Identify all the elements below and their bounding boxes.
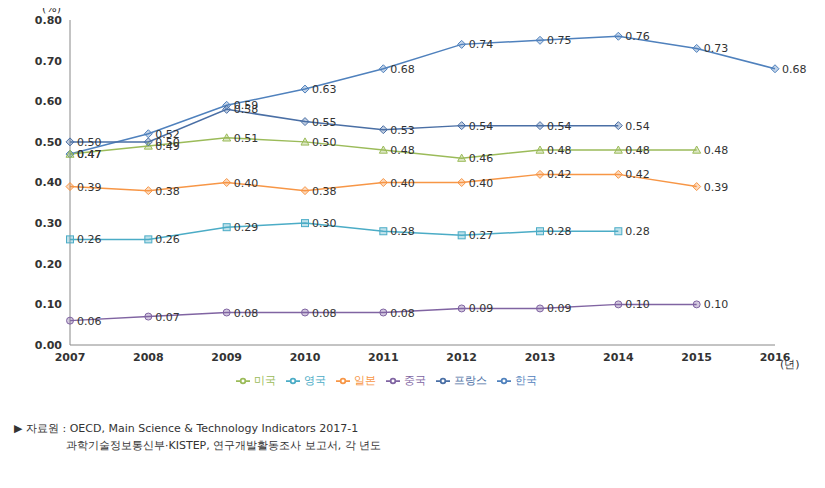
svg-text:0.51: 0.51 bbox=[234, 132, 259, 145]
svg-text:2011: 2011 bbox=[368, 351, 399, 364]
svg-text:0.30: 0.30 bbox=[312, 217, 337, 230]
svg-text:2010: 2010 bbox=[290, 351, 321, 364]
html-text:미국: 미국 bbox=[254, 374, 276, 387]
svg-text:0.39: 0.39 bbox=[77, 181, 102, 194]
svg-text:0.70: 0.70 bbox=[35, 55, 62, 68]
svg-text:0.30: 0.30 bbox=[35, 217, 62, 230]
svg-text:0.10: 0.10 bbox=[625, 298, 650, 311]
svg-text:0.38: 0.38 bbox=[155, 185, 180, 198]
svg-text:0.53: 0.53 bbox=[390, 124, 415, 137]
svg-text:0.20: 0.20 bbox=[35, 258, 62, 271]
svg-text:0.47: 0.47 bbox=[77, 148, 102, 161]
svg-text:0.09: 0.09 bbox=[547, 302, 572, 315]
svg-text:0.47: 0.47 bbox=[77, 148, 102, 161]
svg-text:0.50: 0.50 bbox=[77, 136, 102, 149]
svg-text:2015: 2015 bbox=[681, 351, 712, 364]
svg-text:0.52: 0.52 bbox=[155, 127, 180, 141]
html-text:▶ 자료원 : OECD, Main Science & T: ▶ 자료원 : OECD, Main Science & Technology … bbox=[14, 422, 359, 435]
svg-text:0.48: 0.48 bbox=[625, 144, 650, 157]
svg-text:0.48: 0.48 bbox=[547, 144, 572, 157]
svg-text:0.40: 0.40 bbox=[35, 176, 62, 189]
svg-text:0.08: 0.08 bbox=[234, 307, 259, 320]
html-text:일본: 일본 bbox=[354, 374, 376, 387]
svg-text:0.54: 0.54 bbox=[469, 120, 494, 133]
svg-text:0.29: 0.29 bbox=[234, 221, 259, 234]
svg-text:0.26: 0.26 bbox=[77, 233, 102, 246]
svg-text:0.40: 0.40 bbox=[469, 177, 494, 190]
svg-text:2014: 2014 bbox=[603, 351, 634, 364]
svg-text:0.28: 0.28 bbox=[625, 225, 650, 238]
svg-text:0.28: 0.28 bbox=[547, 225, 572, 238]
html-text:(년): (년) bbox=[780, 358, 800, 371]
svg-text:2012: 2012 bbox=[446, 351, 477, 364]
svg-text:0.54: 0.54 bbox=[625, 120, 650, 133]
svg-text:0.40: 0.40 bbox=[390, 177, 415, 190]
svg-text:2016: 2016 bbox=[759, 350, 791, 364]
svg-text:0.42: 0.42 bbox=[625, 168, 650, 181]
svg-text:0.10: 0.10 bbox=[704, 298, 729, 311]
svg-text:0.38: 0.38 bbox=[312, 185, 337, 198]
svg-text:0.39: 0.39 bbox=[704, 181, 729, 194]
svg-text:0.75: 0.75 bbox=[547, 34, 572, 47]
svg-text:0.58: 0.58 bbox=[234, 103, 259, 116]
html-text:한국: 한국 bbox=[515, 374, 537, 387]
svg-text:0.50: 0.50 bbox=[35, 136, 62, 149]
svg-text:0.68: 0.68 bbox=[782, 63, 807, 76]
svg-text:2007: 2007 bbox=[55, 351, 86, 364]
svg-text:0.40: 0.40 bbox=[234, 177, 259, 190]
html-text:중국: 중국 bbox=[404, 374, 426, 387]
svg-text:0.00: 0.00 bbox=[35, 339, 62, 352]
svg-text:0.50: 0.50 bbox=[155, 136, 180, 149]
svg-text:2013: 2013 bbox=[525, 351, 556, 364]
html-text:영국: 영국 bbox=[304, 374, 326, 387]
svg-text:0.48: 0.48 bbox=[390, 144, 415, 157]
svg-text:0.68: 0.68 bbox=[390, 63, 415, 76]
svg-text:0.28: 0.28 bbox=[390, 225, 415, 238]
html-text:프랑스: 프랑스 bbox=[454, 374, 487, 387]
svg-text:2008: 2008 bbox=[133, 351, 164, 364]
svg-text:0.27: 0.27 bbox=[469, 229, 494, 242]
svg-text:0.76: 0.76 bbox=[625, 30, 650, 43]
svg-text:0.10: 0.10 bbox=[35, 298, 62, 311]
svg-text:0.80: 0.80 bbox=[35, 14, 62, 27]
svg-text:0.06: 0.06 bbox=[77, 315, 102, 328]
svg-text:0.63: 0.63 bbox=[312, 83, 337, 96]
svg-text:0.60: 0.60 bbox=[35, 95, 62, 108]
svg-text:0.42: 0.42 bbox=[547, 168, 572, 181]
svg-text:0.50: 0.50 bbox=[312, 136, 337, 149]
svg-text:2009: 2009 bbox=[211, 351, 242, 364]
svg-text:0.73: 0.73 bbox=[704, 42, 729, 55]
svg-text:0.08: 0.08 bbox=[390, 307, 415, 320]
svg-text:0.74: 0.74 bbox=[469, 38, 494, 51]
svg-text:0.46: 0.46 bbox=[469, 152, 494, 165]
svg-text:0.48: 0.48 bbox=[704, 144, 729, 157]
svg-text:0.55: 0.55 bbox=[312, 116, 337, 129]
svg-text:0.08: 0.08 bbox=[312, 307, 337, 320]
svg-text:0.54: 0.54 bbox=[547, 120, 572, 133]
svg-text:0.09: 0.09 bbox=[469, 302, 494, 315]
html-text:과학기술정보통신부·KISTEP, 연구개발활동조사 보고서: 과학기술정보통신부·KISTEP, 연구개발활동조사 보고서, 각 년도 bbox=[66, 439, 382, 452]
svg-text:0.07: 0.07 bbox=[155, 311, 180, 324]
svg-text:0.26: 0.26 bbox=[155, 233, 180, 246]
